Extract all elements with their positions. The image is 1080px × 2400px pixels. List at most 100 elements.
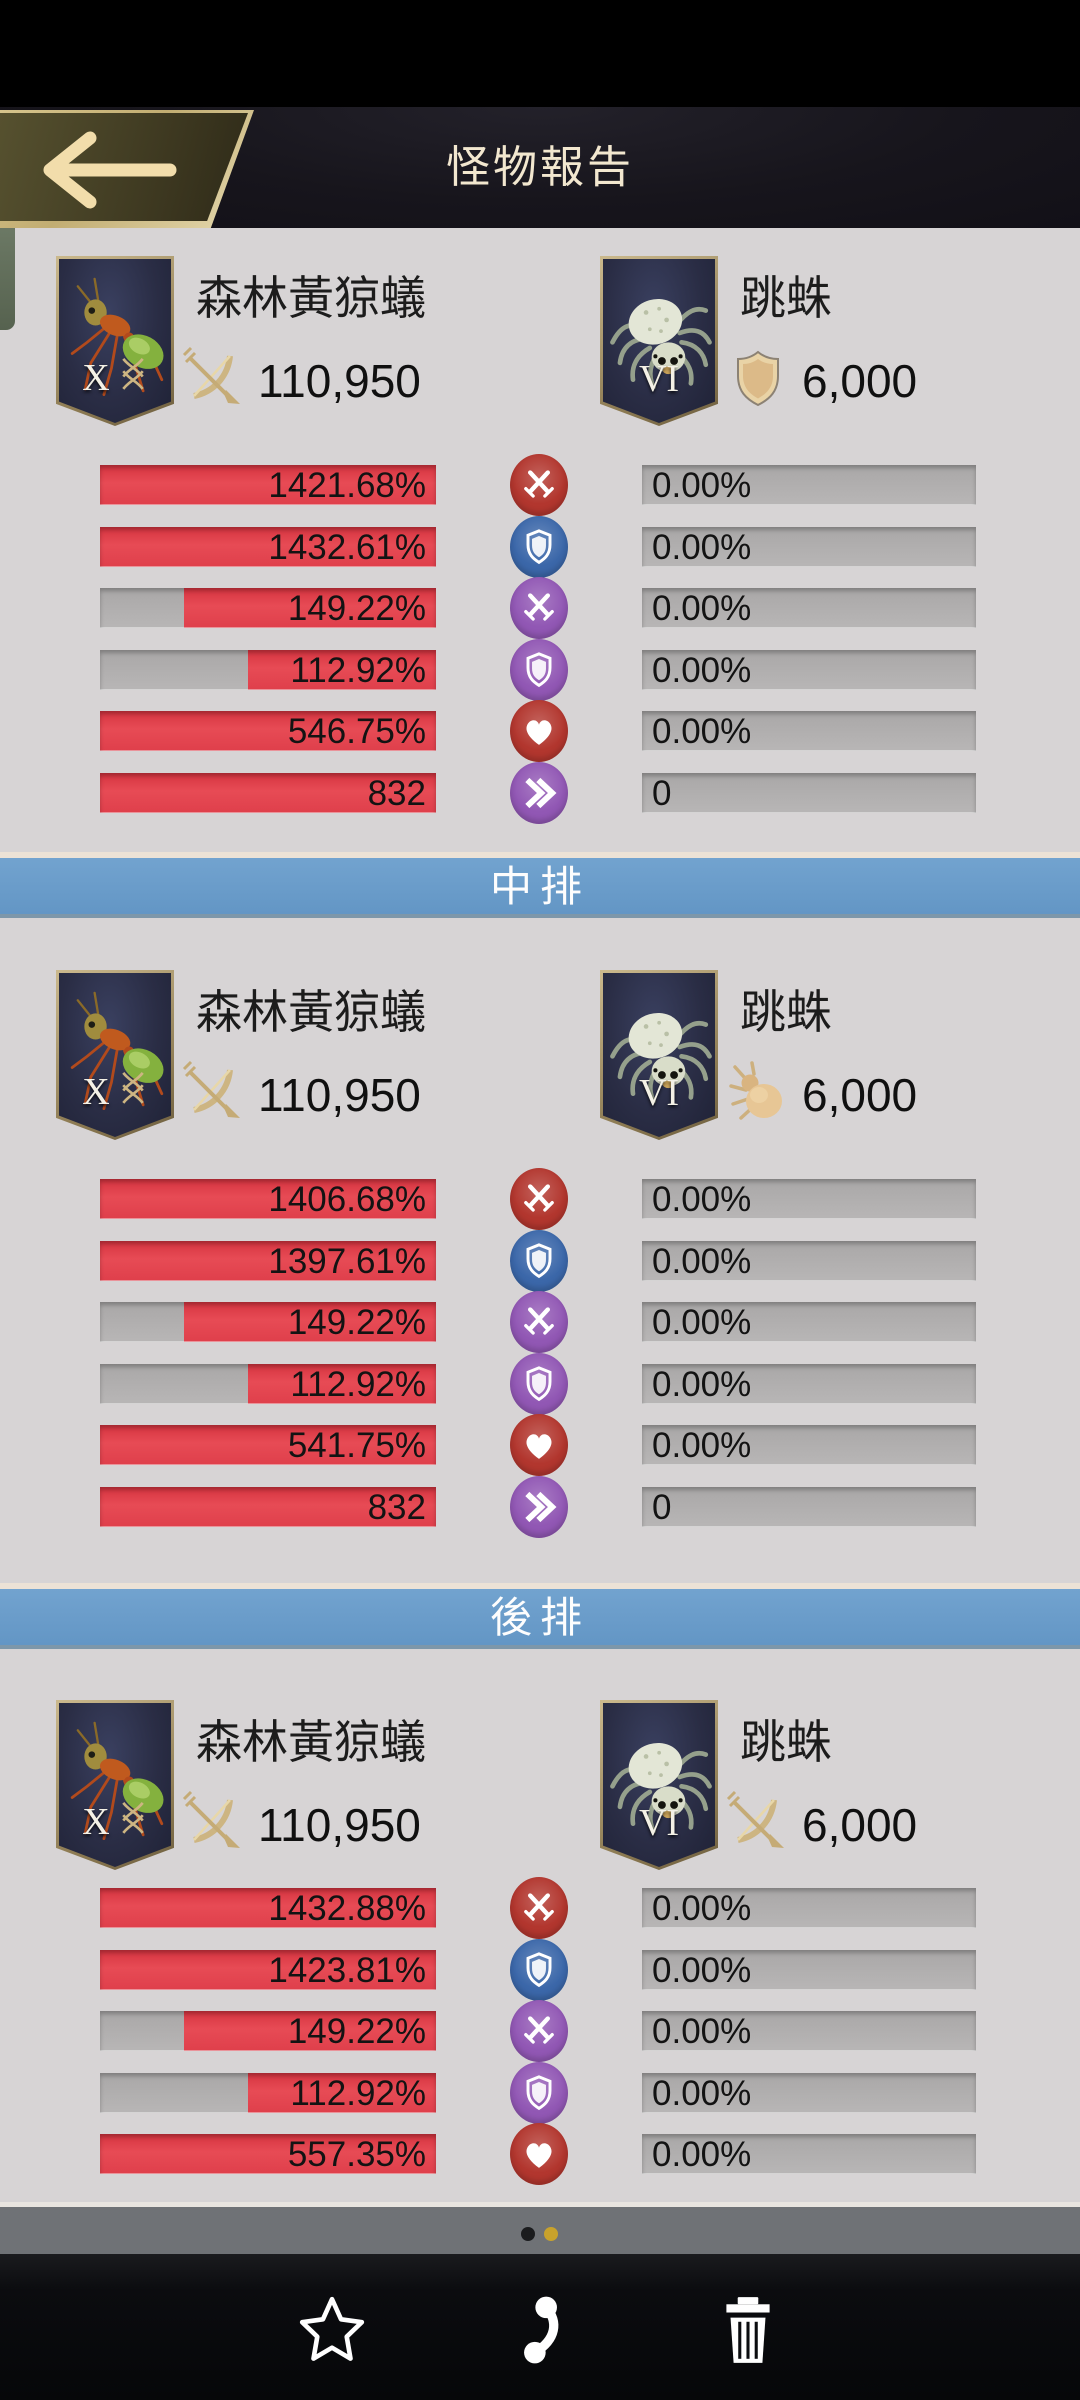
defender-stat-value: 0: [652, 1487, 672, 1527]
unit-portrait-banner[interactable]: VI: [600, 1700, 718, 1870]
stat-row: 1421.68% 0.00%: [0, 454, 1080, 516]
trash-icon[interactable]: [710, 2292, 786, 2368]
tier-text: X: [82, 1071, 110, 1113]
unit-name: 跳蛛: [740, 1716, 832, 1768]
unit-power: 110,950: [182, 1790, 421, 1859]
tier-text: X: [82, 357, 110, 399]
defender-stat-bar: 0.00%: [642, 2072, 976, 2113]
attacker-stat-bar: 112.92%: [100, 649, 436, 690]
stat-row: 546.75% 0.00%: [0, 700, 1080, 762]
attacker-stat-bar: 832: [100, 772, 436, 813]
attacker-stat-value: 1421.68%: [268, 466, 426, 505]
stat-row: 832 0: [0, 761, 1080, 824]
attacker-stat-fill: [100, 1949, 436, 1990]
spider-image: [605, 979, 715, 1134]
defender-stat-value: 0.00%: [652, 589, 752, 628]
unit-card: VI 跳蛛 6,000: [600, 970, 1070, 1140]
attacker-stat-value: 541.75%: [287, 1426, 426, 1465]
defender-stat-bar: 0.00%: [642, 526, 976, 567]
bottom-toolbar: [0, 2254, 1080, 2400]
attacker-stat-bar: 546.75%: [100, 711, 436, 751]
unit-row: X 森林黃猄蟻 110,950 VI 跳蛛 6,000: [0, 970, 1080, 1140]
health-icon: [510, 700, 568, 762]
attacker-stat-bar: 1421.68%: [100, 465, 436, 505]
star-icon[interactable]: [294, 2292, 370, 2368]
attacker-stat-bar: 149.22%: [100, 588, 436, 628]
defender-stat-value: 0.00%: [652, 712, 752, 751]
stats-block: 1432.88% 0.00% 1423.81% 0.00% 149.22% 0.00% 11…: [0, 1877, 1080, 2196]
defender-stat-value: 0.00%: [652, 1950, 752, 1990]
speed-icon: [510, 1475, 568, 1538]
defender-stat-bar: 0.00%: [642, 2011, 976, 2051]
defender-stat-value: 0.00%: [652, 1303, 752, 1342]
attacker-stat-value: 149.22%: [287, 1303, 426, 1342]
stat-row: 149.22% 0.00%: [0, 1291, 1080, 1353]
unit-name: 跳蛛: [740, 272, 832, 324]
attacker-stat-fill: [100, 711, 436, 751]
attacker-stat-fill: [100, 526, 436, 567]
share-icon[interactable]: [502, 2292, 578, 2368]
attacker-stat-fill: [184, 1302, 436, 1342]
special-attack-icon: [510, 1291, 568, 1353]
unit-portrait-face: VI: [603, 1703, 715, 1867]
attacker-stat-value: 1397.61%: [268, 1241, 426, 1281]
attacker-stat-bar: 149.22%: [100, 1302, 436, 1342]
attacker-stat-fill: [247, 1363, 436, 1404]
defender-stat-bar: 0: [642, 1486, 976, 1527]
tier-label: X: [59, 1069, 171, 1115]
defender-stat-value: 0.00%: [652, 1241, 752, 1281]
attacker-stat-bar: 1423.81%: [100, 1949, 436, 1990]
unit-card: X 森林黃猄蟻 110,950: [56, 1700, 526, 1870]
unit-portrait-face: X: [59, 259, 171, 423]
pager-dot[interactable]: [521, 2227, 535, 2241]
attacker-stat-bar: 1432.88%: [100, 1888, 436, 1928]
defender-stat-value: 0: [652, 773, 672, 813]
unit-power: 110,950: [182, 346, 421, 415]
unit-row: X 森林黃猄蟻 110,950 VI 跳蛛 6,000: [0, 256, 1080, 426]
special-defense-icon: [510, 638, 568, 701]
defender-stat-bar: 0.00%: [642, 1302, 976, 1342]
special-defense-icon: [510, 2061, 568, 2124]
tier-text: VI: [638, 1072, 680, 1114]
unit-power: 6,000: [726, 346, 917, 415]
stat-row: 1406.68% 0.00%: [0, 1168, 1080, 1230]
defender-stat-bar: 0.00%: [642, 1949, 976, 1990]
tier-label: VI: [603, 1071, 715, 1115]
pager-dot-active[interactable]: [544, 2227, 558, 2241]
defender-stat-bar: 0.00%: [642, 649, 976, 690]
special-attack-icon: [510, 577, 568, 639]
unit-name: 森林黃猄蟻: [196, 272, 426, 324]
attacker-stat-fill: [184, 588, 436, 628]
attack-icon: [510, 454, 568, 516]
ant-image: [61, 979, 171, 1134]
attacker-stat-bar: 832: [100, 1486, 436, 1527]
stat-row: 112.92% 0.00%: [0, 1352, 1080, 1415]
stat-row: 832 0: [0, 1475, 1080, 1538]
attack-icon: [510, 1877, 568, 1939]
defender-stat-bar: 0: [642, 772, 976, 813]
page-title: 怪物報告: [446, 143, 634, 192]
defense-icon: [510, 1229, 568, 1292]
unit-portrait-banner[interactable]: X: [56, 256, 174, 426]
defender-stat-value: 0.00%: [652, 1180, 752, 1219]
tier-label: VI: [603, 357, 715, 401]
shield-icon: [726, 346, 790, 415]
unit-portrait-face: VI: [603, 259, 715, 423]
unit-portrait-banner[interactable]: X: [56, 1700, 174, 1870]
unit-name: 森林黃猄蟻: [196, 1716, 426, 1768]
defender-stat-bar: 0.00%: [642, 2134, 976, 2174]
unit-portrait-banner[interactable]: X: [56, 970, 174, 1140]
attacker-stat-fill: [100, 2134, 436, 2174]
defender-stat-bar: 0.00%: [642, 588, 976, 628]
tier-label: X: [59, 1799, 171, 1845]
unit-portrait-face: X: [59, 973, 171, 1137]
unit-portrait-banner[interactable]: VI: [600, 970, 718, 1140]
attacker-stat-bar: 557.35%: [100, 2134, 436, 2174]
stats-block: 1406.68% 0.00% 1397.61% 0.00% 149.22% 0.00% 11…: [0, 1168, 1080, 1548]
attacker-stat-value: 112.92%: [290, 1364, 426, 1404]
attacker-stat-value: 1406.68%: [268, 1180, 426, 1219]
attacker-stat-bar: 1432.61%: [100, 526, 436, 567]
attacker-stat-bar: 1397.61%: [100, 1240, 436, 1281]
unit-portrait-banner[interactable]: VI: [600, 256, 718, 426]
back-button[interactable]: [0, 110, 254, 228]
